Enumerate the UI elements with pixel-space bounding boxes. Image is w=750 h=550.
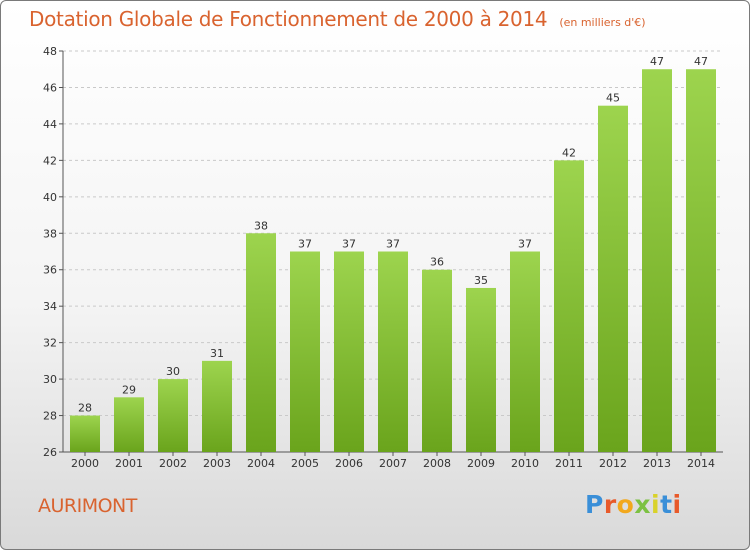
- y-tick-label: 38: [43, 227, 57, 240]
- x-tick-label: 2003: [203, 457, 231, 470]
- y-tick-label: 46: [43, 81, 57, 94]
- logo-letter: P: [585, 490, 604, 519]
- bar: [378, 251, 408, 452]
- bar: [334, 251, 364, 452]
- x-tick-label: 2011: [555, 457, 583, 470]
- x-tick-label: 2005: [291, 457, 319, 470]
- data-labels: 28 29 30 31 38 37 37 37 36 35 37 42 45 47 47: [78, 55, 708, 414]
- x-tick-label: 2004: [247, 457, 275, 470]
- logo-letter: i: [651, 490, 661, 519]
- y-tick-label: 26: [43, 446, 57, 459]
- y-tick-label: 36: [43, 264, 57, 277]
- y-tick-label: 30: [43, 373, 57, 386]
- bar: [70, 415, 100, 452]
- bar: [114, 397, 144, 452]
- bar: [510, 251, 540, 452]
- place-name: AURIMONT: [38, 495, 137, 517]
- y-tick-labels: 26 28 30 32 34 36 38 40 42 44 46 48: [43, 45, 57, 459]
- bar-value-label: 45: [606, 92, 620, 105]
- bar-value-label: 36: [430, 256, 444, 269]
- bar-value-label: 37: [342, 238, 356, 251]
- x-tick-label: 2009: [467, 457, 495, 470]
- bar: [290, 251, 320, 452]
- y-tick-label: 40: [43, 191, 57, 204]
- y-tick-label: 44: [43, 118, 57, 131]
- y-tick-label: 42: [43, 154, 57, 167]
- bar-value-label: 31: [210, 347, 224, 360]
- bar-value-label: 37: [386, 238, 400, 251]
- bar: [598, 105, 628, 452]
- bar-value-label: 37: [518, 238, 532, 251]
- chart-title: Dotation Globale de Fonctionnement de 20…: [29, 7, 646, 31]
- bar: [642, 69, 672, 453]
- bar-value-label: 42: [562, 146, 576, 159]
- bar: [422, 269, 452, 452]
- chart-title-text: Dotation Globale de Fonctionnement de 20…: [29, 7, 548, 31]
- bar: [202, 360, 232, 452]
- bar: [554, 160, 584, 452]
- x-tick-label: 2013: [643, 457, 671, 470]
- bar-value-label: 37: [298, 238, 312, 251]
- y-tick-label: 32: [43, 337, 57, 350]
- x-tick-label: 2001: [115, 457, 143, 470]
- bar-value-label: 38: [254, 219, 268, 232]
- x-tick-label: 2000: [71, 457, 99, 470]
- logo-letter: t: [660, 490, 673, 519]
- x-tick-label: 2002: [159, 457, 187, 470]
- logo-letter: x: [634, 490, 651, 519]
- bar: [466, 287, 496, 452]
- x-tick-label: 2010: [511, 457, 539, 470]
- bar: [158, 379, 188, 452]
- bar-value-label: 47: [650, 55, 664, 68]
- bar: [686, 69, 716, 453]
- x-tick-label: 2008: [423, 457, 451, 470]
- bar-value-label: 28: [78, 402, 92, 415]
- x-tick-label: 2014: [687, 457, 715, 470]
- logo-letter: r: [603, 490, 617, 519]
- x-tick-label: 2012: [599, 457, 627, 470]
- logo-letter: i: [672, 490, 682, 519]
- bar-value-label: 35: [474, 274, 488, 287]
- unit-note: (en milliers d'€): [559, 16, 646, 29]
- x-tick-labels: 2000 2001 2002 2003 2004 2005 2006 2007 2008 2009…: [71, 457, 715, 470]
- bar-value-label: 30: [166, 365, 180, 378]
- bars: [70, 69, 716, 453]
- x-tick-label: 2007: [379, 457, 407, 470]
- y-tick-label: 28: [43, 410, 57, 423]
- x-tick-label: 2006: [335, 457, 363, 470]
- proxiti-logo: Proxiti: [585, 490, 682, 519]
- y-tick-label: 34: [43, 300, 57, 313]
- bar-value-label: 47: [694, 55, 708, 68]
- logo-letter: o: [616, 490, 635, 519]
- bar-value-label: 29: [122, 383, 136, 396]
- bar: [246, 233, 276, 452]
- y-tick-label: 48: [43, 45, 57, 58]
